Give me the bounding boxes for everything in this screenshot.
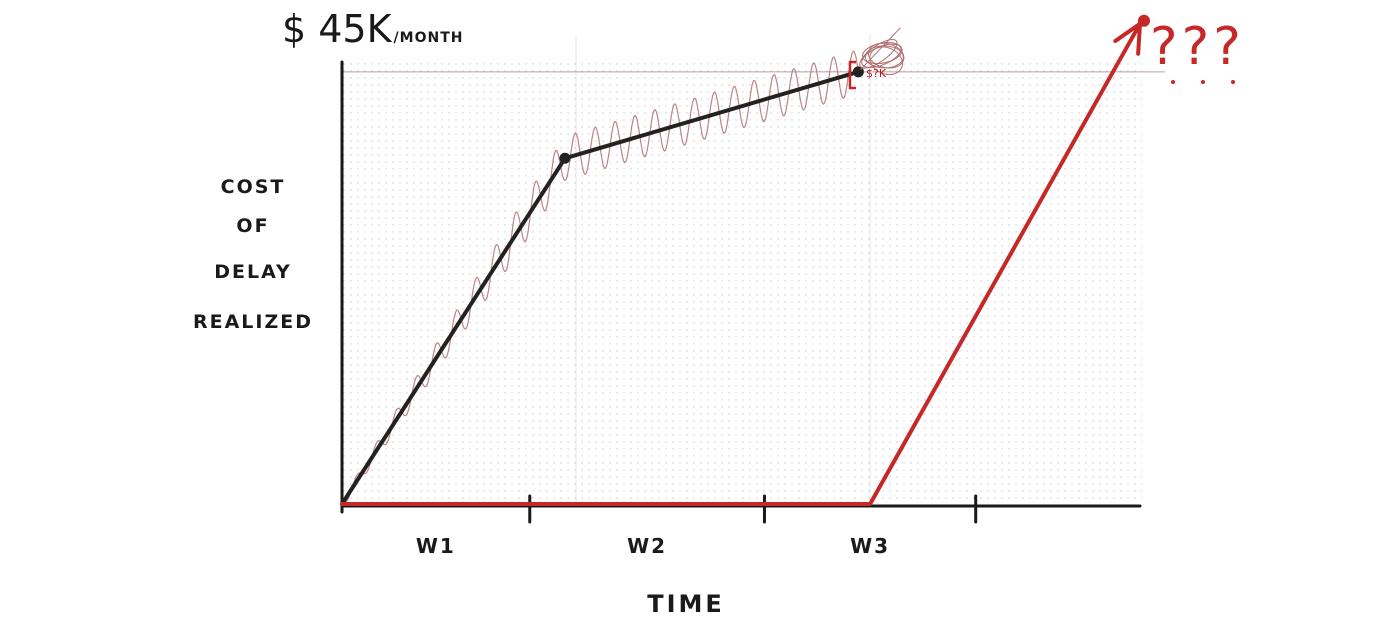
bracket-label: $?K [866, 67, 887, 80]
x-tick-label: W2 [627, 534, 667, 558]
x-tick-label: W3 [850, 534, 890, 558]
arrow-end-dot [1138, 14, 1150, 27]
plot-grid [342, 62, 1142, 504]
series-line-1 [340, 21, 1142, 506]
question-dots [1171, 80, 1235, 84]
x-ticks [528, 494, 978, 524]
y-label-line-1: OF [236, 215, 269, 237]
y-cap-label: $ 45K/MONTH [282, 7, 463, 51]
question-marks: ??? [1150, 17, 1245, 77]
scribble-loop [867, 42, 905, 69]
scribble-mark [859, 27, 905, 76]
y-cap-small: /MONTH [394, 30, 464, 46]
y-cap-big: $ 45K [282, 7, 393, 51]
x-tick-labels: W1 W2 W3 [416, 534, 890, 558]
y-label-line-2: DELAY [214, 261, 292, 283]
data-point [559, 152, 571, 164]
y-label-line-0: COST [221, 176, 286, 198]
bracket-annotation: $?K [848, 60, 887, 90]
scribble-loop [869, 46, 904, 76]
scribble-stroke [859, 27, 901, 71]
bracket-shape [848, 60, 856, 90]
x-tick-label: W1 [416, 534, 456, 558]
x-axis-label: TIME [647, 590, 725, 618]
y-axis-label: COST OF DELAY REALIZED [193, 176, 313, 333]
y-label-line-3: REALIZED [193, 311, 313, 333]
